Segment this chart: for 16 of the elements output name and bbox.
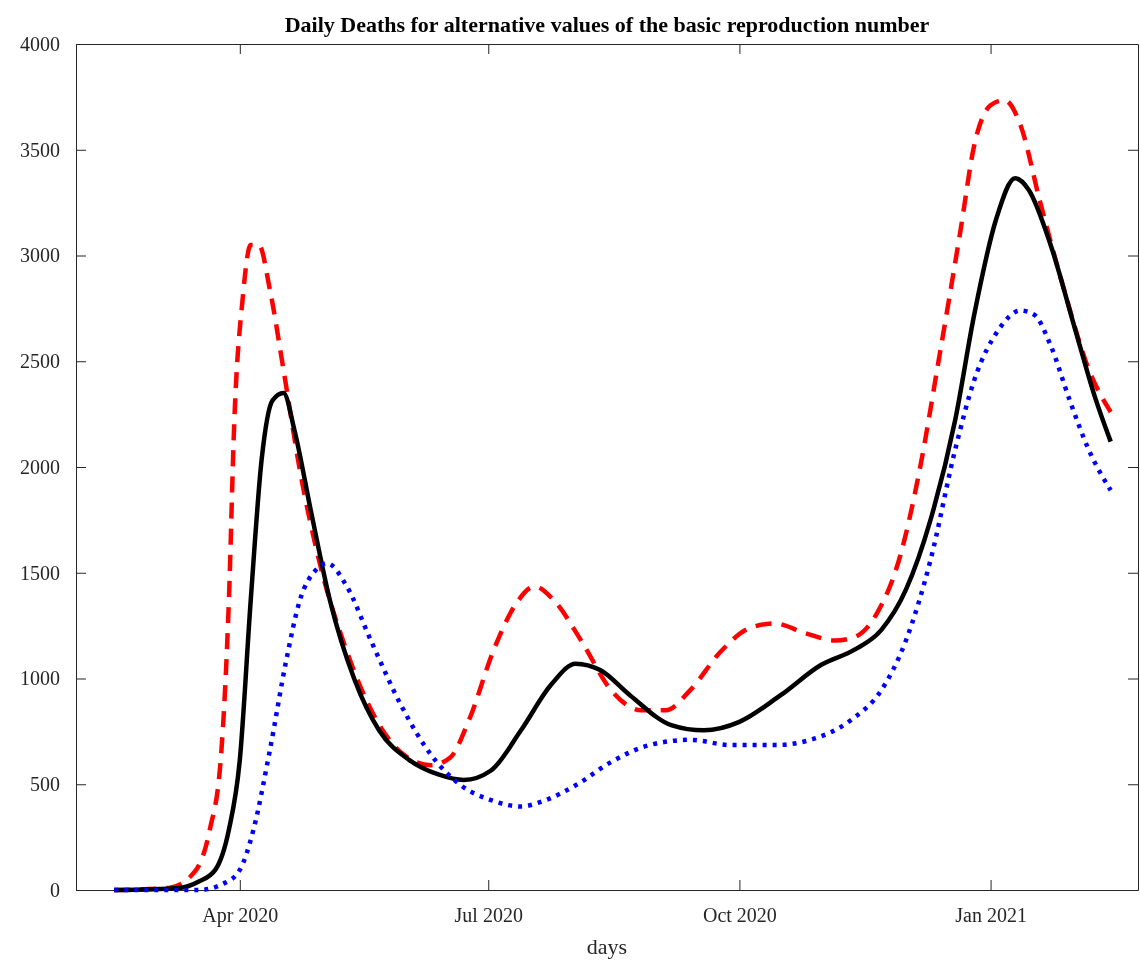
- y-tick-label: 4000: [20, 32, 60, 55]
- y-tick-label: 0: [50, 878, 60, 901]
- y-tick-label: 500: [30, 773, 60, 796]
- line-series: [111, 308, 1113, 893]
- x-tick-label: Oct 2020: [702, 904, 777, 927]
- x-tick-label: Apr 2020: [202, 904, 279, 928]
- x-tick-label: Jan 2021: [955, 904, 1027, 927]
- y-tick-label: 2500: [20, 350, 60, 373]
- y-tick-label: 3000: [20, 244, 60, 267]
- y-tick-label: 1000: [20, 667, 60, 690]
- x-axis-title: days: [586, 934, 628, 959]
- y-tick-label: 3500: [20, 138, 60, 161]
- chart-title: Daily Deaths for alternative values of the basic reproduction number: [284, 12, 930, 37]
- x-tick-label: Jul 2020: [454, 904, 523, 927]
- y-tick-label: 2000: [20, 455, 60, 478]
- y-tick-label: 1500: [20, 561, 60, 584]
